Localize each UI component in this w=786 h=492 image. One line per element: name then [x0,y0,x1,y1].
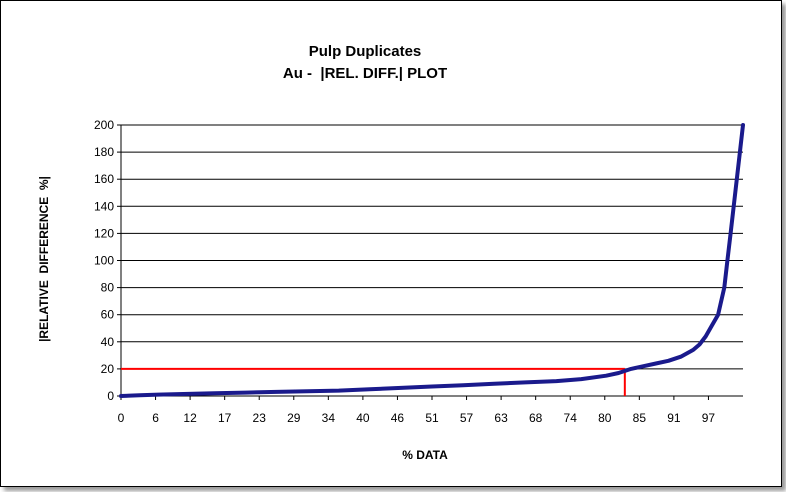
x-tick-label: 68 [529,411,543,425]
x-tick-label: 80 [598,411,612,425]
x-tick-label: 6 [152,411,159,425]
x-tick-label: 34 [322,411,336,425]
y-tick-label: 20 [101,362,115,376]
x-tick-label: 57 [460,411,474,425]
y-tick-label: 80 [101,281,115,295]
x-tick-label: 40 [356,411,370,425]
x-tick-label: 63 [494,411,508,425]
series-line [119,123,745,398]
x-tick-label: 17 [218,411,232,425]
y-tick-label: 0 [107,389,114,403]
x-tick-label: 51 [425,411,439,425]
gridlines [121,124,743,370]
x-tick-label: 85 [633,411,647,425]
x-tick-label: 74 [564,411,578,425]
x-tick-label: 0 [118,411,125,425]
y-tick-label: 160 [94,172,114,186]
y-tick-label: 100 [94,254,114,268]
x-axis-title: % DATA [402,448,448,462]
y-tick-label: 60 [101,308,115,322]
x-tick-label: 91 [667,411,681,425]
x-tick-label: 46 [391,411,405,425]
reference-lines [121,367,626,396]
axes [117,124,743,400]
y-tick-label: 140 [94,199,114,213]
x-tick-label: 12 [183,411,197,425]
y-tick-label: 40 [101,335,115,349]
y-tick-label: 120 [94,226,114,240]
chart-subtitle: Au - |REL. DIFF.| PLOT [283,65,447,82]
y-tick-labels: 0 20 40 60 80 100 120 140 160 180 200 [94,118,114,403]
x-tick-label: 23 [253,411,267,425]
y-axis-title: |RELATIVE DIFFERENCE %| [37,176,51,342]
series [119,123,745,398]
y-tick-label: 180 [94,145,114,159]
x-tick-label: 97 [702,411,716,425]
y-tick-label: 200 [94,118,114,132]
chart-title: Pulp Duplicates [309,43,422,60]
x-tick-label: 29 [287,411,301,425]
x-tick-labels: 0 6 12 17 23 29 34 40 46 51 57 63 68 74 80 85 91 97 [118,411,716,425]
